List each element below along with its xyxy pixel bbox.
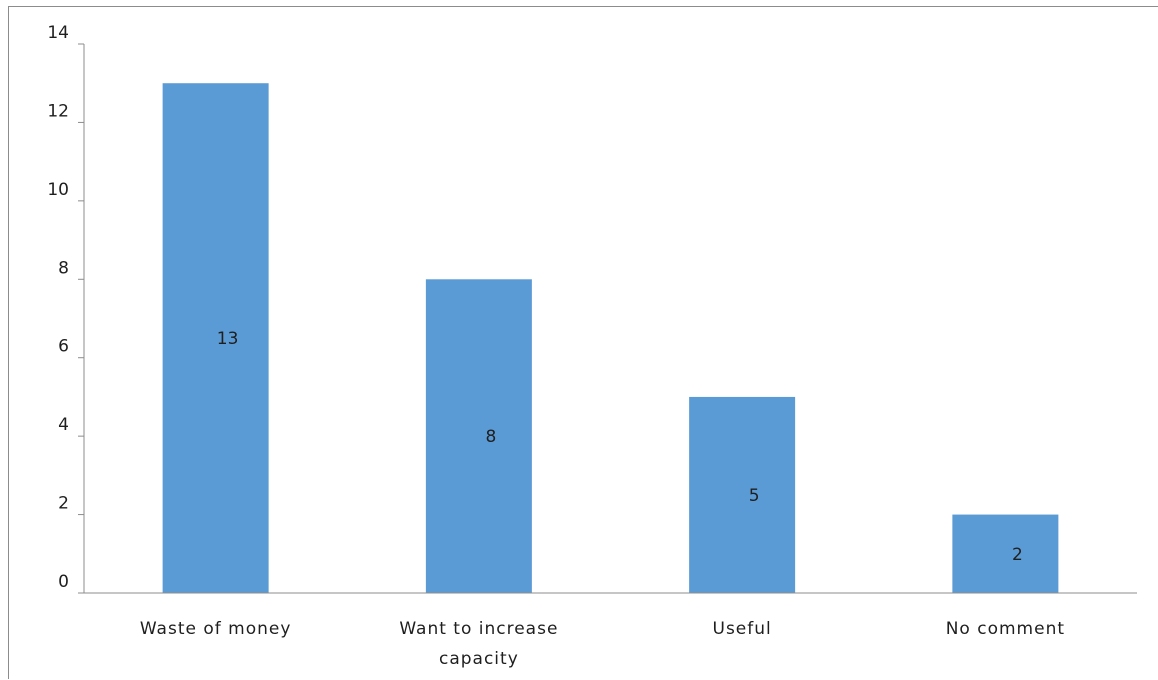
y-tick-label: 2 [58, 494, 69, 514]
y-tick-label: 10 [47, 180, 69, 200]
x-axis-category-labels: Waste of money Want to increase capacity Us… [140, 619, 1065, 669]
y-tick-label: 12 [47, 101, 69, 121]
x-tick-label: No comment [946, 619, 1065, 639]
bar-chart: 0 2 4 6 8 10 12 14 13 8 5 2 Waste of money Want to … [47, 23, 1137, 669]
data-label: 2 [1012, 545, 1023, 565]
bar [425, 279, 532, 593]
x-tick-label: Waste of money [140, 619, 292, 639]
data-labels: 13 8 5 2 [217, 329, 1023, 565]
data-label: 13 [217, 329, 239, 349]
data-label: 8 [485, 427, 496, 447]
y-tick-label: 0 [58, 572, 69, 592]
data-label: 5 [749, 486, 760, 506]
chart-frame: 0 2 4 6 8 10 12 14 13 8 5 2 Waste of money Want to … [8, 6, 1158, 679]
y-tick-label: 6 [58, 337, 69, 357]
bars [162, 83, 1059, 593]
bar [162, 83, 269, 593]
bar [689, 396, 796, 593]
y-axis-ticks: 0 2 4 6 8 10 12 14 [47, 23, 84, 594]
x-tick-label: capacity [439, 649, 519, 669]
x-tick-label: Want to increase [399, 619, 558, 639]
x-tick-label: Useful [713, 619, 772, 639]
y-tick-label: 4 [58, 415, 69, 435]
y-tick-label: 8 [58, 258, 69, 278]
y-tick-label: 14 [47, 23, 69, 43]
bar [952, 514, 1059, 593]
